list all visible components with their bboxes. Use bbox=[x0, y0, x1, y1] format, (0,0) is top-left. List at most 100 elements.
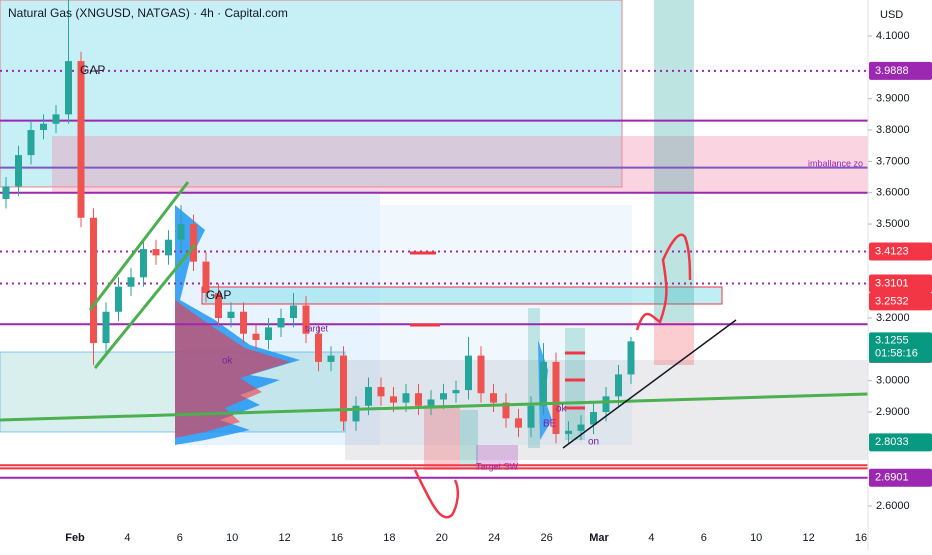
candle-body bbox=[340, 355, 347, 422]
candle-body bbox=[465, 355, 472, 391]
candle-body bbox=[365, 386, 372, 406]
candle-body bbox=[115, 286, 122, 312]
candle-body bbox=[190, 224, 197, 262]
candle-body bbox=[565, 430, 572, 434]
zone-box bbox=[565, 328, 585, 440]
candle-body bbox=[315, 333, 322, 362]
price-tag bbox=[869, 433, 932, 452]
candle-body bbox=[390, 396, 397, 403]
candle-body bbox=[15, 155, 22, 187]
price-tag-label: 3.4123 bbox=[875, 245, 909, 257]
candle-body bbox=[527, 405, 535, 428]
candle-body bbox=[2, 186, 10, 199]
trend-line bbox=[0, 392, 869, 422]
zone-box bbox=[0, 351, 346, 433]
x-tick-label: 16 bbox=[855, 532, 867, 544]
x-tick-label: 26 bbox=[540, 532, 552, 544]
price-tag bbox=[869, 468, 932, 487]
x-tick-label: 10 bbox=[226, 532, 238, 544]
channel-line bbox=[93, 244, 197, 369]
candle-body bbox=[140, 249, 147, 278]
candle-body bbox=[65, 61, 72, 115]
x-tick-label: 24 bbox=[488, 532, 500, 544]
candle-body bbox=[177, 224, 185, 240]
y-tick-label: 2.6000 bbox=[876, 500, 910, 512]
candle-body bbox=[240, 311, 247, 334]
time-axis bbox=[0, 522, 868, 550]
x-tick-label: Mar bbox=[589, 532, 609, 544]
candle-body bbox=[215, 292, 222, 319]
countdown: 01:58:16 bbox=[875, 347, 918, 359]
target-box bbox=[654, 0, 694, 322]
price-tag-label: 2.6901 bbox=[875, 472, 909, 484]
x-tick-label: 6 bbox=[177, 532, 183, 544]
y-tick-label: 3.0000 bbox=[876, 375, 910, 387]
candle-body bbox=[552, 361, 560, 434]
candle-body bbox=[427, 399, 435, 406]
candle-body bbox=[102, 311, 110, 344]
axes: 4.1000 3.9000 3.8000 3.7000 3.6000 3.5000 3.20… bbox=[65, 30, 932, 544]
price-tag bbox=[869, 292, 932, 311]
candle-body bbox=[152, 249, 160, 256]
y-tick-label: 3.9000 bbox=[876, 93, 910, 105]
price-tag bbox=[869, 242, 932, 261]
y-tick-label: 3.2000 bbox=[876, 312, 910, 324]
candle-body bbox=[402, 393, 410, 403]
candle-body bbox=[440, 393, 447, 400]
candle-body bbox=[452, 390, 460, 394]
price-tag bbox=[869, 61, 932, 80]
candle-body bbox=[327, 355, 335, 362]
annotation: on bbox=[588, 437, 599, 448]
volume-profile bbox=[175, 300, 290, 438]
x-tick-label: 10 bbox=[750, 532, 762, 544]
zone-box bbox=[424, 405, 460, 470]
price-tag-label: 3.3101 bbox=[875, 277, 909, 289]
candle-body bbox=[627, 341, 635, 375]
y-tick-label: 3.6000 bbox=[876, 187, 910, 199]
annotation: BE bbox=[543, 419, 557, 430]
y-tick-label: 3.8000 bbox=[876, 124, 910, 136]
candle-body bbox=[165, 239, 172, 256]
x-tick-label: 18 bbox=[383, 532, 395, 544]
x-tick-label: Feb bbox=[65, 532, 85, 544]
last-price-label: 3.1255 bbox=[875, 334, 909, 346]
candle-body bbox=[502, 402, 510, 419]
drawings: GAP GAP imballance zo ok target ok BE on… bbox=[0, 63, 869, 519]
gap-box bbox=[201, 286, 723, 305]
price-tag-label: 3.9888 bbox=[875, 65, 909, 77]
candle-body bbox=[477, 355, 485, 394]
currency: USD bbox=[880, 9, 903, 21]
candle-body bbox=[290, 305, 297, 319]
candle-body bbox=[590, 412, 597, 425]
price-tag-label: 2.8033 bbox=[875, 436, 909, 448]
candle-body bbox=[302, 305, 310, 334]
candle-body bbox=[27, 130, 35, 156]
candle-body bbox=[52, 114, 60, 124]
x-tick-label: 6 bbox=[701, 532, 707, 544]
y-tick-label: 4.1000 bbox=[876, 30, 910, 42]
candle-body bbox=[352, 405, 360, 422]
projection-arrow bbox=[635, 233, 692, 331]
x-tick-label: 4 bbox=[124, 532, 130, 544]
candle-body bbox=[490, 393, 497, 403]
annotation: imballance zo bbox=[808, 158, 863, 168]
y-tick-label: 3.5000 bbox=[876, 218, 910, 230]
trend-line bbox=[562, 319, 737, 449]
candle-body bbox=[265, 327, 272, 340]
candle-body bbox=[377, 386, 385, 397]
candle-body bbox=[227, 311, 235, 319]
candle-body bbox=[40, 123, 47, 131]
candle-body bbox=[90, 217, 97, 344]
candle-body bbox=[415, 393, 422, 406]
candle-body bbox=[602, 396, 610, 413]
annotation: target bbox=[305, 323, 329, 333]
candle-body bbox=[77, 61, 85, 218]
channel-line bbox=[88, 181, 190, 311]
y-tick-label: 3.7000 bbox=[876, 155, 910, 167]
zone-box bbox=[460, 410, 478, 470]
annotation: GAP bbox=[206, 288, 231, 302]
last-price-tag bbox=[869, 332, 932, 363]
candle-body bbox=[202, 261, 210, 293]
imbalance-zone bbox=[52, 136, 868, 193]
